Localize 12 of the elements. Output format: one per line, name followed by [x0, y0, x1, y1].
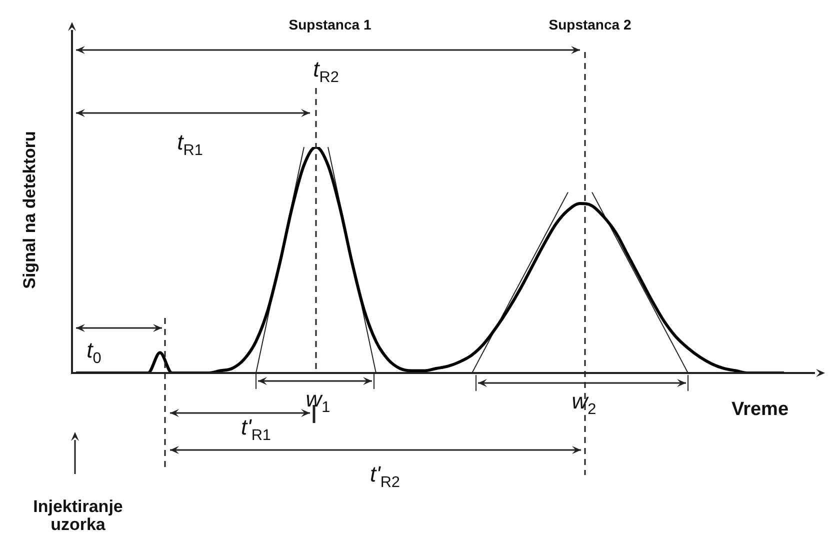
text: t'$_{R1}$	[241, 414, 271, 444]
text: Supstanca 1	[288, 16, 372, 33]
text: Injektiranje uzorka	[32, 497, 124, 534]
annotation: t$_{0}$	[86, 338, 102, 368]
y-axis-title: Signal na detektoru	[20, 131, 40, 289]
annotation: t$_{R1}$	[177, 130, 203, 160]
text: w$_{2}$	[572, 388, 596, 418]
text: Supstanca 2	[548, 16, 632, 33]
text: w$_{1}$	[306, 386, 330, 416]
text: t'$_{R2}$	[370, 462, 400, 492]
x-axis-title: Vreme	[731, 399, 789, 420]
text: t$_{R2}$	[313, 56, 339, 86]
